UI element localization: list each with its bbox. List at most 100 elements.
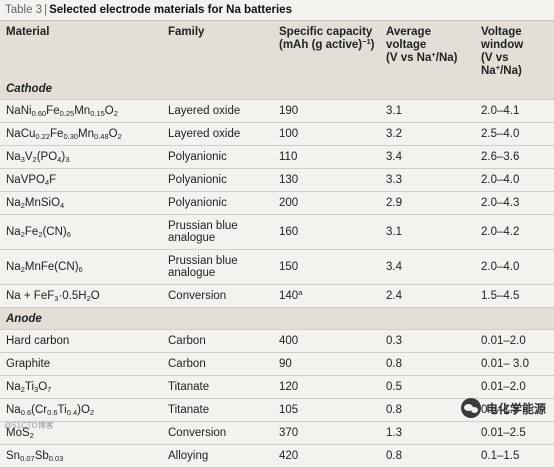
cell-average-voltage: 1.3 xyxy=(380,421,475,445)
table-row: Sn0.07Sb0.03 Alloying 420 0.8 0.1–1.5 xyxy=(0,444,554,468)
watermark: 电化学能源 xyxy=(460,398,546,418)
cell-average-voltage: 0.8 xyxy=(380,444,475,468)
table-row: Na + FeF3·0.5H2O Conversion 140a 2.4 1.5–4.5 xyxy=(0,284,554,308)
cell-capacity: 130 xyxy=(273,168,380,192)
cell-capacity: 400 xyxy=(273,329,380,353)
table-row: Na2Ti3O7 Titanate 120 0.5 0.01–2.0 xyxy=(0,375,554,399)
cell-capacity: 105 xyxy=(273,398,380,422)
cell-voltage-window: 0.5–1.5 xyxy=(475,398,554,422)
cell-material: Na + FeF3·0.5H2O xyxy=(0,284,162,308)
cell-capacity: 190 xyxy=(273,99,380,123)
cell-family: Prussian blue analogue xyxy=(162,214,273,250)
cell-voltage-window: 2.0–4.2 xyxy=(475,214,554,250)
cell-voltage-window: 2.0–4.0 xyxy=(475,249,554,285)
cell-material: NaVPO4F xyxy=(0,168,162,192)
header-material: Material xyxy=(0,21,162,78)
cell-material: Na2Ti3O7 xyxy=(0,375,162,399)
cell-material: Na2Fe2(CN)6 xyxy=(0,214,162,250)
caption-separator: | xyxy=(44,4,48,16)
header-capacity: Specific capacity (mAh (g active)−1) xyxy=(273,21,380,78)
table-row: Na0.6(Cr0.6Ti0.4)O2 Titanate 105 0.8 0.5–1.5 xyxy=(0,398,554,422)
cell-voltage-window: 2.6–3.6 xyxy=(475,145,554,169)
cell-average-voltage: 0.5 xyxy=(380,375,475,399)
cell-capacity: 140a xyxy=(273,284,380,308)
cell-material: Sn0.07Sb0.03 xyxy=(0,444,162,468)
cell-capacity: 110 xyxy=(273,145,380,169)
table-row: Na2MnSiO4 Polyanionic 200 2.9 2.0–4.3 xyxy=(0,191,554,215)
cell-material: Na3V2(PO4)3 xyxy=(0,145,162,169)
cell-average-voltage: 3.4 xyxy=(380,145,475,169)
cell-average-voltage: 0.3 xyxy=(380,329,475,353)
table-title: Selected electrode materials for Na batt… xyxy=(49,4,292,16)
cell-voltage-window: 0.1–1.5 xyxy=(475,444,554,468)
cell-family: Carbon xyxy=(162,352,273,376)
cell-capacity: 150 xyxy=(273,249,380,285)
table-row: Graphite Carbon 90 0.8 0.01– 3.0 xyxy=(0,352,554,376)
cell-voltage-window: 2.0–4.0 xyxy=(475,168,554,192)
header-row: Material Family Specific capacity (mAh (g… xyxy=(0,21,554,78)
cell-capacity: 420 xyxy=(273,444,380,468)
cell-voltage-window: 0.01–2.0 xyxy=(475,329,554,353)
table-row: Na2Fe2(CN)6 Prussian blue analogue 160 3.1 2.… xyxy=(0,214,554,250)
cell-average-voltage: 3.3 xyxy=(380,168,475,192)
table-row: Na3V2(PO4)3 Polyanionic 110 3.4 2.6–3.6 xyxy=(0,145,554,169)
header-voltage-window: Voltage window (V vs Na+/Na) xyxy=(475,21,554,78)
cell-family: Prussian blue analogue xyxy=(162,249,273,285)
cell-material: Na2MnSiO4 xyxy=(0,191,162,215)
cell-family: Polyanionic xyxy=(162,168,273,192)
cell-average-voltage: 3.1 xyxy=(380,214,475,250)
cell-family: Layered oxide xyxy=(162,99,273,123)
cell-family: Layered oxide xyxy=(162,122,273,146)
cell-material: NaCu0.22Fe0.30Mn0.48O2 xyxy=(0,122,162,146)
cell-voltage-window: 2.0–4.1 xyxy=(475,99,554,123)
cell-material: Na2MnFe(CN)6 xyxy=(0,249,162,285)
cell-voltage-window: 0.01–2.0 xyxy=(475,375,554,399)
cell-material: Graphite xyxy=(0,352,162,376)
cell-family: Conversion xyxy=(162,421,273,445)
table-row: Na2MnFe(CN)6 Prussian blue analogue 150 3.4 2… xyxy=(0,249,554,285)
section-cathode: Cathode xyxy=(0,78,554,100)
section-anode: Anode xyxy=(0,307,554,330)
cell-family: Polyanionic xyxy=(162,145,273,169)
cell-family: Titanate xyxy=(162,375,273,399)
cell-voltage-window: 0.01–2.5 xyxy=(475,421,554,445)
cell-family: Alloying xyxy=(162,444,273,468)
cell-average-voltage: 2.9 xyxy=(380,191,475,215)
watermark-text: 电化学能源 xyxy=(485,401,546,416)
cell-capacity: 90 xyxy=(273,352,380,376)
cell-average-voltage: 3.2 xyxy=(380,122,475,146)
table-row: NaNi0.60Fe0.25Mn0.15O2 Layered oxide 190 3.… xyxy=(0,99,554,123)
cell-material: Hard carbon xyxy=(0,329,162,353)
table-row: MoS2 Conversion 370 1.3 0.01–2.5 xyxy=(0,421,554,445)
cell-average-voltage: 0.8 xyxy=(380,352,475,376)
cell-average-voltage: 0.8 xyxy=(380,398,475,422)
cell-family: Polyanionic xyxy=(162,191,273,215)
wechat-icon xyxy=(460,398,481,418)
cell-capacity: 160 xyxy=(273,214,380,250)
cell-average-voltage: 3.1 xyxy=(380,99,475,123)
cell-material: Na0.6(Cr0.6Ti0.4)O2 xyxy=(0,398,162,422)
cell-average-voltage: 2.4 xyxy=(380,284,475,308)
table-row: NaCu0.22Fe0.30Mn0.48O2 Layered oxide 100 3.… xyxy=(0,122,554,146)
cell-family: Conversion xyxy=(162,284,273,308)
cell-capacity: 120 xyxy=(273,375,380,399)
cell-family: Carbon xyxy=(162,329,273,353)
cell-voltage-window: 0.01– 3.0 xyxy=(475,352,554,376)
cell-capacity: 200 xyxy=(273,191,380,215)
table-number: Table 3 xyxy=(5,4,43,16)
electrode-table: Material Family Specific capacity (mAh (g… xyxy=(0,21,554,468)
table-row: Hard carbon Carbon 400 0.3 0.01–2.0 xyxy=(0,329,554,353)
cell-voltage-window: 1.5–4.5 xyxy=(475,284,554,308)
cell-capacity: 370 xyxy=(273,421,380,445)
table-row: NaVPO4F Polyanionic 130 3.3 2.0–4.0 xyxy=(0,168,554,192)
cell-family: Titanate xyxy=(162,398,273,422)
table-caption: Table 3 | Selected electrode materials for… xyxy=(0,0,554,21)
header-family: Family xyxy=(162,21,273,78)
credit-text: @51CTO博客 xyxy=(4,421,54,430)
cell-voltage-window: 2.0–4.3 xyxy=(475,191,554,215)
cell-capacity: 100 xyxy=(273,122,380,146)
cell-voltage-window: 2.5–4.0 xyxy=(475,122,554,146)
cell-material: NaNi0.60Fe0.25Mn0.15O2 xyxy=(0,99,162,123)
header-average-voltage: Average voltage (V vs Na+/Na) xyxy=(380,21,475,78)
